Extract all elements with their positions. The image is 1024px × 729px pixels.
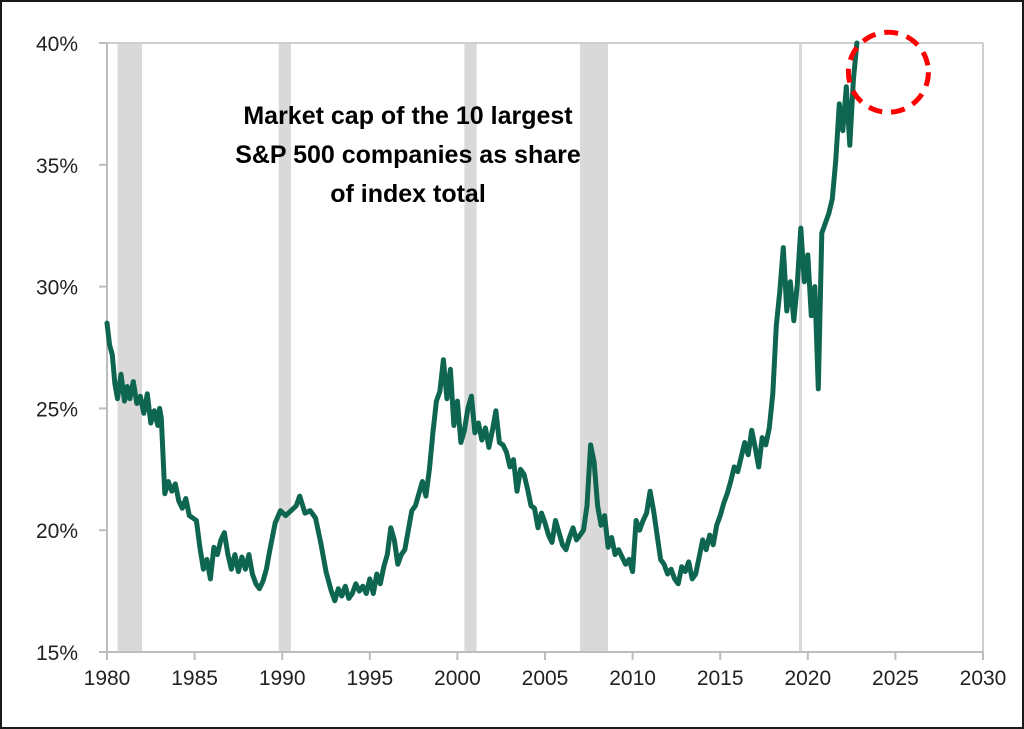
x-tick-label: 1995 bbox=[346, 667, 393, 690]
x-tick-label: 2025 bbox=[872, 667, 919, 690]
recession-shading-layer bbox=[117, 43, 803, 652]
title-line-2: S&P 500 companies as share bbox=[235, 141, 581, 169]
x-tick-label: 2030 bbox=[960, 667, 1007, 690]
recession-bar bbox=[580, 43, 609, 652]
x-tick-label: 2010 bbox=[609, 667, 656, 690]
x-tick-label: 1980 bbox=[84, 667, 131, 690]
recession-bar bbox=[799, 43, 803, 652]
title-line-1: Market cap of the 10 largest bbox=[243, 102, 573, 130]
y-tick-label: 30% bbox=[36, 277, 78, 300]
axes: 15% 20% 25% 30% 35% 40% 1980 1985 1990 1995 2000 20… bbox=[36, 33, 1006, 690]
title-line-3: of index total bbox=[330, 180, 486, 208]
highlight-circle bbox=[845, 29, 931, 115]
x-tick-label: 1990 bbox=[259, 667, 306, 690]
x-tick-label: 2020 bbox=[784, 667, 831, 690]
chart-title: Market cap of the 10 largest S&P 500 com… bbox=[235, 102, 581, 208]
recession-bar bbox=[278, 43, 291, 652]
y-tick-label: 15% bbox=[36, 642, 78, 665]
series-layer bbox=[104, 40, 860, 604]
x-tick-label: 2005 bbox=[522, 667, 569, 690]
y-tick-label: 35% bbox=[36, 155, 78, 178]
y-tick-label: 40% bbox=[36, 33, 78, 56]
x-tick-label: 2015 bbox=[697, 667, 744, 690]
series-line bbox=[104, 40, 860, 604]
y-tick-label: 20% bbox=[36, 520, 78, 543]
y-tick-label: 25% bbox=[36, 398, 78, 421]
x-tick-label: 1985 bbox=[171, 667, 218, 690]
x-tick-label: 2000 bbox=[434, 667, 481, 690]
recession-bar bbox=[117, 43, 143, 652]
annotation-layer bbox=[845, 29, 931, 115]
recession-bar bbox=[464, 43, 477, 652]
